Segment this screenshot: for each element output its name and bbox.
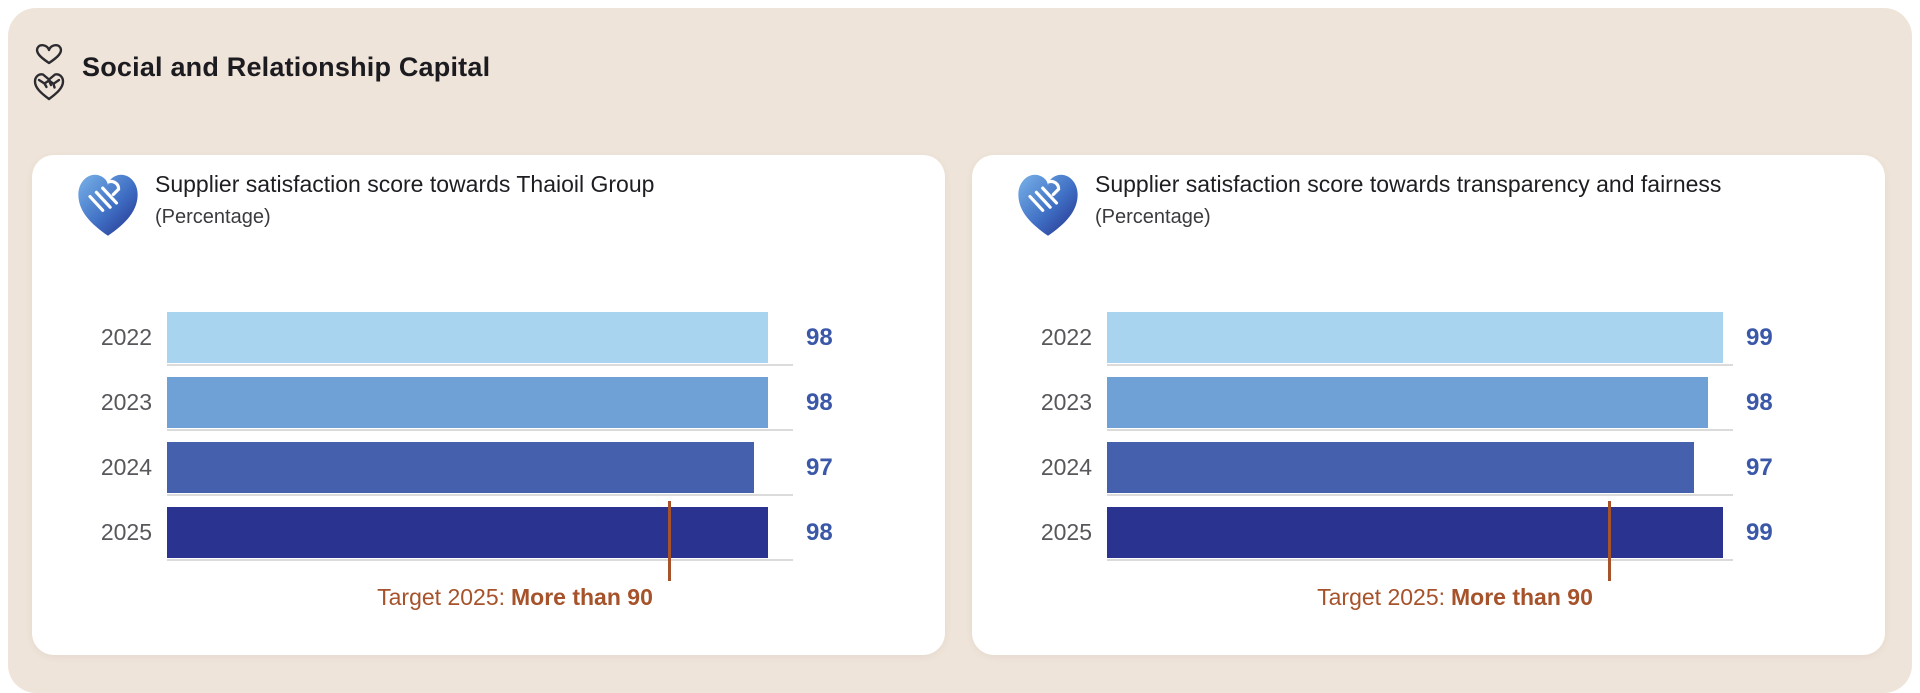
target-label-value: More than 90 (511, 584, 653, 610)
heart-hands-gradient-icon (1018, 174, 1078, 236)
year-label: 2025 (100, 519, 152, 545)
bar-track (167, 507, 793, 561)
value-label: 98 (806, 324, 833, 351)
chart-subtitle: (Percentage) (155, 206, 271, 228)
bar-track (1107, 442, 1733, 496)
bar-track (1107, 377, 1733, 431)
year-label: 2022 (1040, 324, 1092, 350)
value-label: 99 (1746, 324, 1773, 351)
chart-row-2022: 2022 99 (987, 312, 1867, 366)
heart-hands-gradient-icon (78, 174, 138, 236)
target-label-prefix: Target 2025: (1317, 584, 1445, 610)
year-label: 2024 (1040, 454, 1092, 480)
chart-row-2023: 2023 98 (47, 377, 927, 431)
bar-chart-thaioil: 2022 98 2023 98 2024 97 2025 98 Target 2025: Mor… (47, 312, 927, 610)
chart-title: Supplier satisfaction score towards Thai… (155, 171, 655, 197)
value-label: 98 (806, 389, 833, 416)
axis-underline (167, 429, 793, 431)
target-line (1608, 501, 1611, 581)
bar-2023 (1107, 377, 1709, 428)
target-label: Target 2025: More than 90 (202, 584, 828, 611)
chart-row-2025: 2025 99 (987, 507, 1867, 561)
bar-track (167, 312, 793, 366)
axis-underline (167, 559, 793, 561)
year-label: 2025 (1040, 519, 1092, 545)
bar-2023 (167, 377, 769, 428)
year-label: 2023 (1040, 389, 1092, 415)
year-label: 2023 (100, 389, 152, 415)
beige-panel: Social and Relationship Capital (8, 8, 1912, 693)
value-label: 99 (1746, 519, 1773, 546)
value-label: 97 (806, 454, 833, 481)
axis-underline (167, 364, 793, 366)
heart-handshake-outline-icon (33, 44, 65, 101)
bar-2025 (1107, 507, 1723, 558)
page-title: Social and Relationship Capital (82, 52, 491, 82)
bar-2025 (167, 507, 769, 558)
axis-underline (1107, 494, 1733, 496)
bar-2022 (1107, 312, 1723, 363)
chart-row-2024: 2024 97 (47, 442, 927, 496)
target-label-value: More than 90 (1451, 584, 1593, 610)
value-label: 98 (806, 519, 833, 546)
chart-title: Supplier satisfaction score towards tran… (1095, 171, 1722, 197)
axis-underline (1107, 364, 1733, 366)
target-label: Target 2025: More than 90 (1142, 584, 1768, 611)
value-label: 97 (1746, 454, 1773, 481)
axis-underline (1107, 429, 1733, 431)
chart-subtitle: (Percentage) (1095, 206, 1211, 228)
value-label: 98 (1746, 389, 1773, 416)
bar-chart-transparency: 2022 99 2023 98 2024 97 2025 99 Target 2025: Mor… (987, 312, 1867, 610)
chart-row-2025: 2025 98 (47, 507, 927, 561)
card-supplier-satisfaction-thaioil: Supplier satisfaction score towards Thai… (32, 155, 945, 655)
target-label-prefix: Target 2025: (377, 584, 505, 610)
axis-underline (1107, 559, 1733, 561)
chart-row-2022: 2022 98 (47, 312, 927, 366)
year-label: 2022 (100, 324, 152, 350)
year-label: 2024 (100, 454, 152, 480)
bar-2024 (167, 442, 754, 493)
target-line (668, 501, 671, 581)
axis-underline (167, 494, 793, 496)
card-supplier-satisfaction-transparency: Supplier satisfaction score towards tran… (972, 155, 1885, 655)
bar-2022 (167, 312, 769, 363)
bar-track (1107, 507, 1733, 561)
bar-2024 (1107, 442, 1694, 493)
bar-track (167, 442, 793, 496)
bar-track (1107, 312, 1733, 366)
bar-track (167, 377, 793, 431)
chart-row-2023: 2023 98 (987, 377, 1867, 431)
chart-row-2024: 2024 97 (987, 442, 1867, 496)
